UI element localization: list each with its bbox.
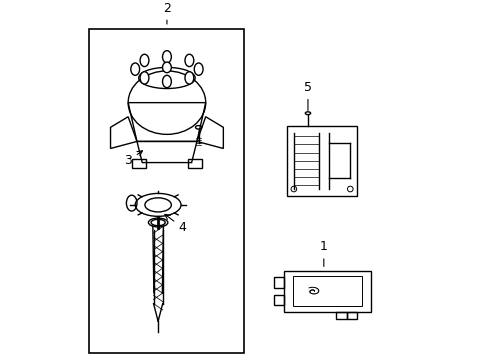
Text: 5: 5	[304, 81, 311, 111]
Bar	[335, 311, 346, 319]
Bar	[188, 159, 202, 168]
Ellipse shape	[184, 54, 193, 67]
Text: 1: 1	[319, 240, 327, 266]
Bar	[292, 276, 361, 306]
Ellipse shape	[194, 63, 203, 75]
Bar	[273, 295, 284, 305]
Ellipse shape	[162, 51, 171, 63]
Text: 4: 4	[164, 214, 186, 234]
Bar	[286, 126, 357, 196]
Bar	[131, 159, 145, 168]
Ellipse shape	[130, 63, 140, 75]
Ellipse shape	[140, 54, 149, 67]
Bar	[273, 277, 284, 288]
Text: 2: 2	[163, 1, 170, 24]
Bar	[346, 311, 357, 319]
Bar	[284, 271, 370, 311]
Bar	[89, 28, 244, 353]
Ellipse shape	[162, 62, 171, 73]
Text: 3: 3	[124, 151, 142, 167]
Ellipse shape	[184, 72, 193, 84]
Ellipse shape	[140, 72, 149, 84]
Ellipse shape	[162, 75, 171, 87]
